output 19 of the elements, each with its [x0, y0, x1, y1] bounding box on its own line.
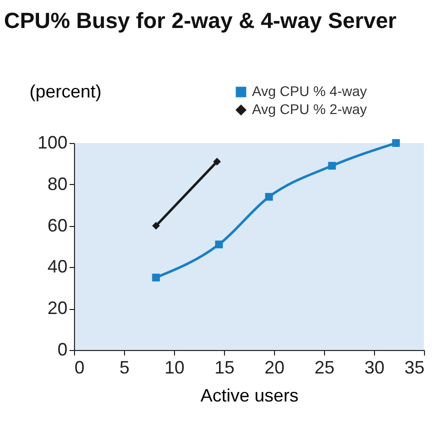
x-tick-label: 15: [214, 358, 235, 378]
x-tick-label: 10: [164, 358, 185, 378]
y-tick-label: 0: [57, 340, 68, 360]
y-tick-label: 60: [47, 215, 68, 236]
chart-title: CPU% Busy for 2-way & 4-way Server: [4, 8, 397, 33]
y-axis-title: (percent): [30, 82, 102, 102]
x-tick-label: 5: [119, 358, 130, 378]
legend-label: Avg CPU % 4-way: [252, 83, 367, 99]
x-tick-label: 25: [314, 358, 335, 378]
y-tick-label: 100: [37, 132, 68, 152]
x-tick-label: 20: [264, 358, 285, 378]
x-tick-label: 30: [364, 358, 385, 378]
x-axis-title: Active users: [200, 386, 299, 406]
x-tick-label: 0: [74, 358, 85, 378]
legend-label: Avg CPU % 2-way: [252, 101, 367, 117]
y-tick-label: 20: [47, 298, 68, 318]
y-tick-label: 80: [47, 174, 68, 194]
y-tick-label: 40: [47, 256, 68, 277]
x-tick-label: 35: [404, 358, 424, 378]
